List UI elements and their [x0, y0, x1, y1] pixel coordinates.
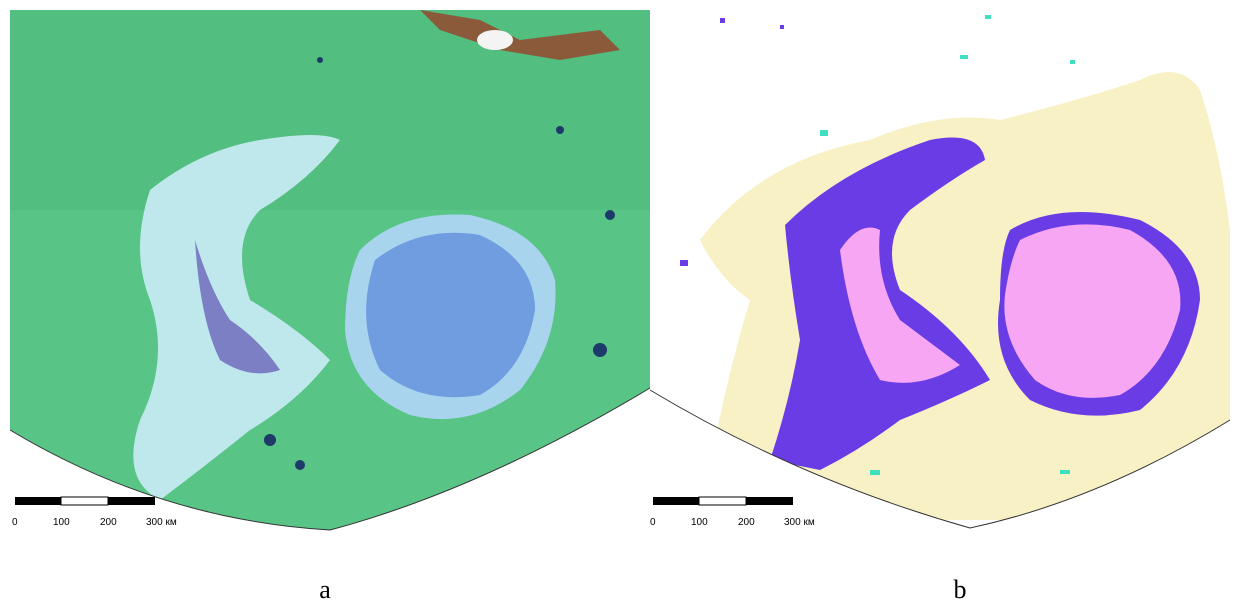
panel-caption: b: [954, 575, 967, 604]
scale-label: 200: [100, 517, 117, 528]
scale-label: 300 км: [784, 517, 815, 528]
scale-label: 200: [738, 517, 755, 528]
scale-label: 100: [691, 517, 708, 528]
classification-map: [650, 10, 1230, 540]
panel-caption: a: [319, 575, 331, 604]
scale-bar: [653, 497, 793, 505]
satellite-image: [10, 10, 650, 540]
scale-label: 0: [650, 517, 656, 528]
figure: 0 100 200 300 км 0 100 200 300 км a b: [0, 0, 1236, 607]
scale-bar: [15, 497, 155, 505]
scale-label: 0: [12, 517, 18, 528]
scale-label: 100: [53, 517, 70, 528]
scale-label: 300 км: [146, 517, 177, 528]
